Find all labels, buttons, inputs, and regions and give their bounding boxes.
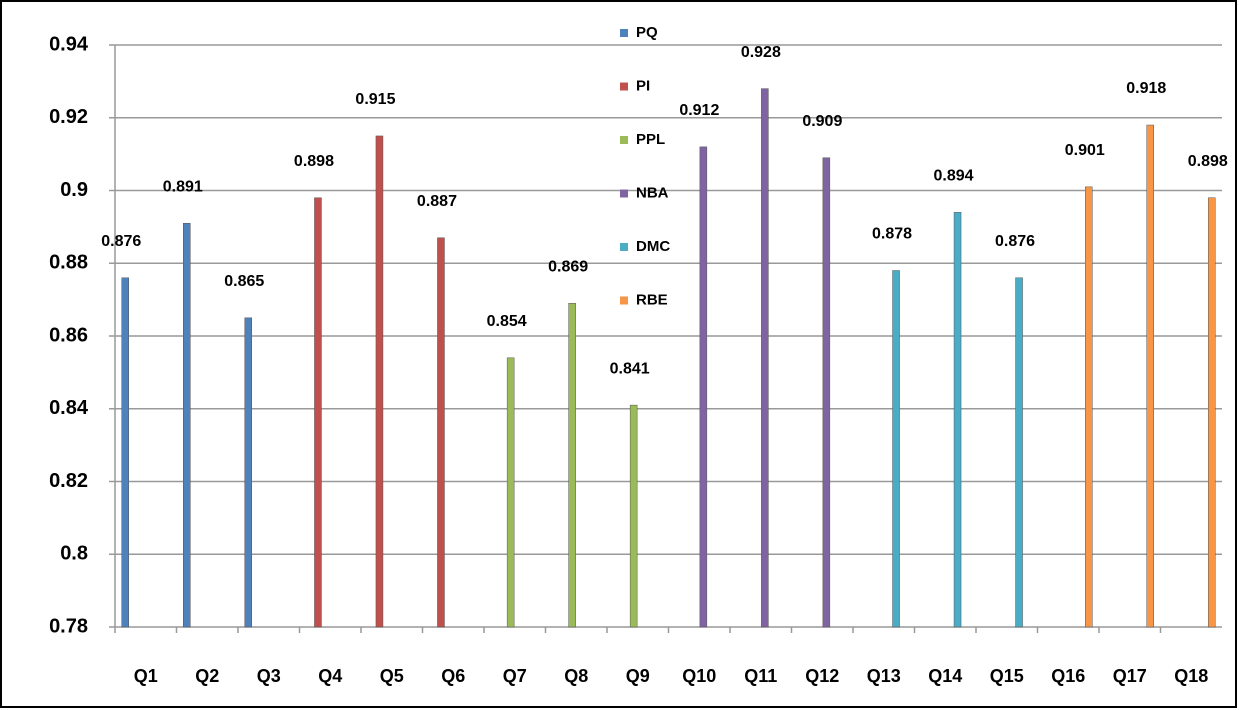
x-tick-label: Q10	[682, 666, 716, 686]
bar	[953, 212, 962, 628]
bar	[568, 303, 576, 628]
legend-label: NBA	[636, 184, 669, 201]
value-label: 0.928	[741, 44, 781, 61]
legend-label: PI	[636, 77, 650, 94]
legend-label: RBE	[636, 291, 668, 308]
bar	[506, 357, 515, 628]
bar	[1015, 277, 1023, 628]
bar	[183, 222, 191, 628]
legend-swatch	[620, 243, 628, 251]
legend-swatch	[620, 82, 628, 91]
legend-swatch	[620, 136, 628, 144]
x-tick-label: Q16	[1051, 666, 1085, 686]
x-tick-label: Q14	[928, 666, 962, 686]
x-tick-label: Q17	[1113, 666, 1147, 686]
value-label: 0.894	[934, 168, 974, 185]
x-tick-label: Q13	[867, 666, 901, 686]
x-tick-label: Q1	[134, 666, 158, 686]
y-tick-label: 0.9	[60, 179, 88, 201]
bar	[1085, 186, 1093, 628]
bar	[761, 88, 769, 628]
y-tick-label: 0.92	[49, 106, 88, 128]
legend-label: PQ	[636, 24, 658, 41]
x-tick-label: Q7	[503, 666, 527, 686]
bar	[121, 277, 129, 628]
y-tick-label: 0.88	[49, 252, 88, 274]
value-label: 0.865	[224, 273, 264, 290]
value-label: 0.912	[679, 102, 719, 119]
value-label: 0.854	[487, 313, 527, 330]
value-label: 0.901	[1065, 142, 1105, 159]
value-label: 0.891	[163, 178, 203, 195]
x-tick-label: Q11	[744, 666, 777, 686]
legend-swatch	[620, 296, 628, 305]
value-label: 0.898	[294, 153, 334, 170]
legend-swatch	[620, 29, 628, 37]
y-tick-label: 0.78	[49, 615, 88, 637]
x-tick-label: Q15	[990, 666, 1024, 686]
legend-label: PPL	[636, 131, 665, 148]
y-tick-label: 0.86	[49, 324, 88, 346]
value-label: 0.869	[548, 258, 588, 275]
legend-swatch	[620, 189, 628, 198]
value-label: 0.918	[1126, 80, 1166, 97]
value-label: 0.876	[995, 233, 1035, 250]
x-tick-label: Q18	[1174, 666, 1208, 686]
bar	[822, 157, 831, 628]
bar	[1146, 124, 1154, 628]
y-tick-label: 0.84	[49, 397, 89, 419]
bar	[892, 270, 900, 628]
value-label: 0.909	[802, 113, 842, 130]
bar	[375, 135, 384, 628]
bar	[699, 146, 708, 628]
y-tick-label: 0.8	[60, 543, 88, 565]
bar	[1208, 197, 1216, 628]
value-label: 0.887	[417, 193, 457, 210]
value-label: 0.915	[355, 91, 395, 108]
value-label: 0.876	[101, 233, 141, 250]
value-label: 0.878	[872, 226, 912, 243]
legend-label: DMC	[636, 238, 670, 255]
bar	[244, 317, 252, 628]
x-tick-label: Q6	[441, 666, 465, 686]
x-tick-label: Q3	[257, 666, 281, 686]
x-tick-label: Q2	[195, 666, 219, 686]
x-tick-label: Q12	[805, 666, 839, 686]
bar	[629, 404, 638, 628]
bar	[314, 197, 322, 628]
x-tick-label: Q4	[318, 666, 342, 686]
x-tick-label: Q9	[626, 666, 650, 686]
x-tick-label: Q8	[564, 666, 588, 686]
x-tick-label: Q5	[380, 666, 404, 686]
bar	[437, 237, 445, 628]
y-tick-label: 0.94	[49, 33, 89, 55]
y-tick-label: 0.82	[49, 470, 88, 492]
value-label: 0.841	[610, 360, 650, 377]
value-label: 0.898	[1188, 153, 1228, 170]
